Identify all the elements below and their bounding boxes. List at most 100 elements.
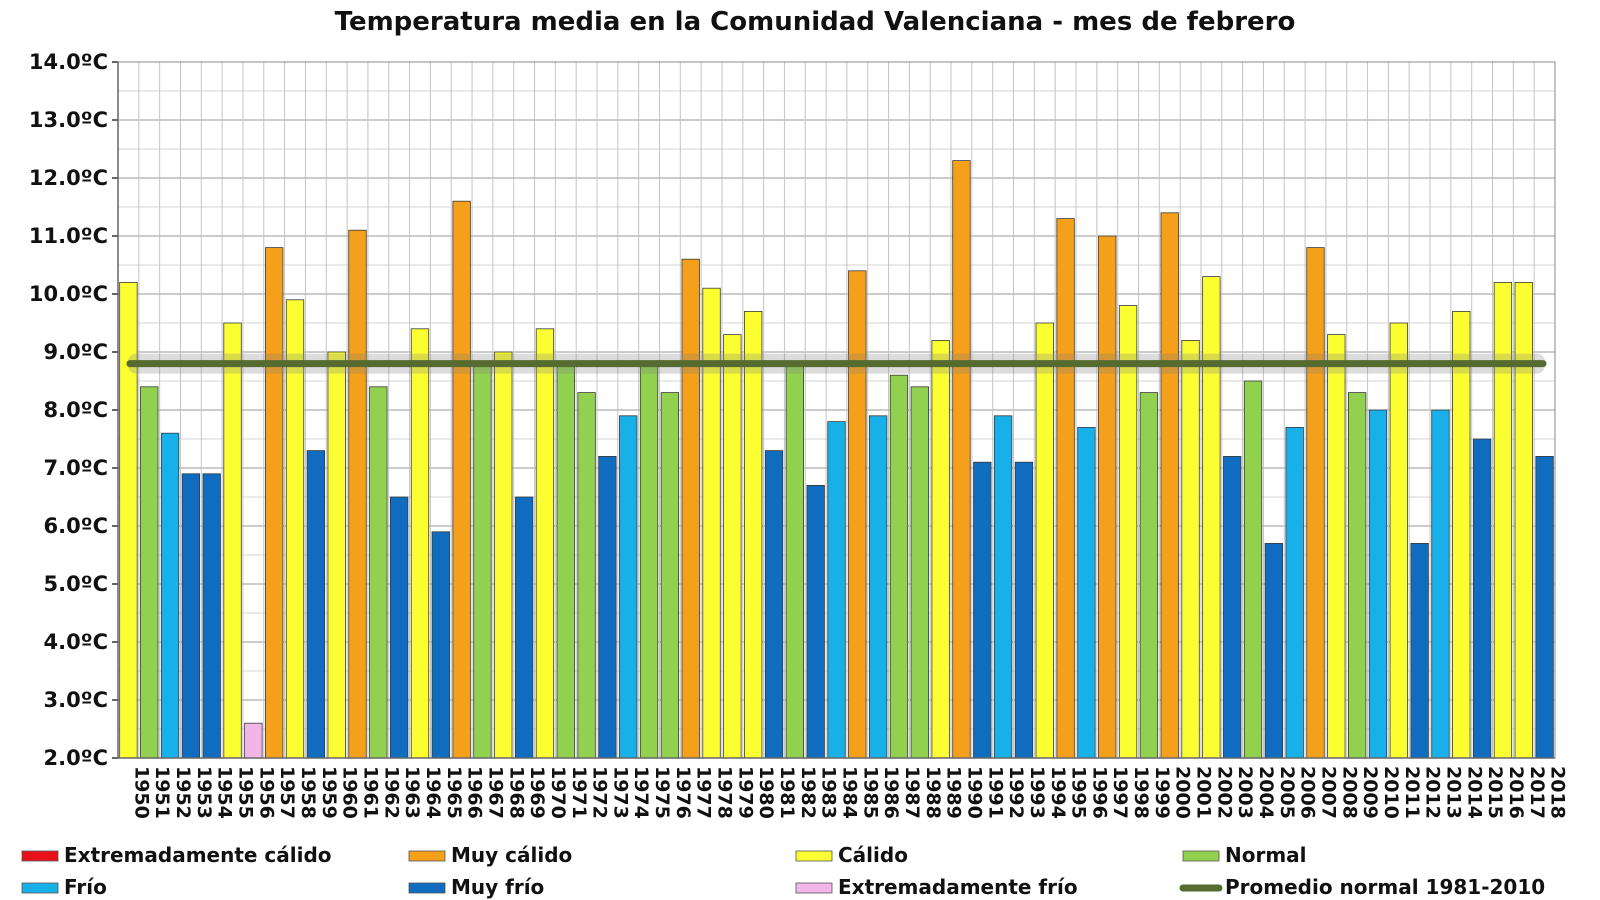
bar-1985 bbox=[848, 270, 867, 759]
bar-1975 bbox=[639, 363, 659, 759]
bar-1964 bbox=[410, 328, 430, 759]
bar-1990 bbox=[952, 160, 971, 759]
x-tick-label-2004: 2004 bbox=[1255, 766, 1277, 819]
x-tick-label-1982: 1982 bbox=[797, 766, 819, 819]
x-tick-label-1963: 1963 bbox=[401, 766, 423, 819]
bar-1983 bbox=[806, 484, 825, 759]
bar-1987 bbox=[889, 374, 909, 759]
bar-1967 bbox=[473, 363, 492, 759]
x-tick-label-1998: 1998 bbox=[1130, 766, 1152, 819]
x-tick-label-2003: 2003 bbox=[1234, 766, 1256, 819]
x-tick-label-1957: 1957 bbox=[276, 766, 298, 819]
x-tick-label-2002: 2002 bbox=[1213, 766, 1235, 819]
bar-1989 bbox=[931, 339, 950, 759]
x-tick-label-1991: 1991 bbox=[984, 766, 1006, 819]
y-tick-label: 14.0ºC bbox=[29, 50, 108, 74]
x-tick-label-1961: 1961 bbox=[360, 766, 382, 819]
x-tick-label-1989: 1989 bbox=[943, 766, 965, 819]
legend-label: Cálido bbox=[838, 843, 908, 867]
legend-swatch bbox=[21, 882, 59, 894]
x-tick-label-1978: 1978 bbox=[714, 766, 736, 819]
x-tick-label-1984: 1984 bbox=[839, 766, 861, 819]
legend-item: Muy frío bbox=[408, 875, 544, 899]
x-tick-label-1974: 1974 bbox=[630, 766, 652, 819]
x-tick-label-1975: 1975 bbox=[651, 766, 673, 819]
bar-2001 bbox=[1181, 339, 1200, 759]
x-tick-label-2009: 2009 bbox=[1359, 766, 1381, 819]
legend-label: Muy frío bbox=[451, 875, 544, 899]
x-tick-label-1962: 1962 bbox=[380, 766, 402, 819]
x-tick-label-1953: 1953 bbox=[193, 766, 215, 819]
bar-1955 bbox=[223, 322, 242, 759]
legend-item: Promedio normal 1981-2010 bbox=[1179, 875, 1545, 899]
x-tick-label-1959: 1959 bbox=[318, 766, 340, 819]
x-tick-label-1968: 1968 bbox=[505, 766, 527, 819]
bar-1970 bbox=[535, 328, 555, 759]
bar-1966 bbox=[452, 200, 471, 759]
y-tick-label: 13.0ºC bbox=[29, 108, 108, 132]
chart-title: Temperatura media en la Comunidad Valenc… bbox=[335, 7, 1296, 37]
bar-1988 bbox=[910, 386, 929, 759]
x-tick-label-2010: 2010 bbox=[1380, 766, 1402, 819]
bar-2004 bbox=[1243, 380, 1263, 759]
x-tick-label-1983: 1983 bbox=[818, 766, 840, 819]
bar-1976 bbox=[660, 392, 680, 759]
bar-2008 bbox=[1327, 334, 1346, 759]
bar-1977 bbox=[681, 258, 700, 759]
bar-1992 bbox=[993, 415, 1013, 759]
bar-1965 bbox=[431, 531, 450, 759]
y-tick-label: 4.0ºC bbox=[44, 630, 108, 654]
x-tick-label-1999: 1999 bbox=[1151, 766, 1173, 819]
legend-label: Extremadamente cálido bbox=[64, 843, 332, 867]
x-tick-label-1950: 1950 bbox=[130, 766, 152, 819]
bar-2011 bbox=[1389, 322, 1408, 759]
legend-item: Cálido bbox=[795, 843, 908, 867]
bar-2009 bbox=[1348, 392, 1367, 759]
x-tick-label-1996: 1996 bbox=[1088, 766, 1110, 819]
x-tick-label-1987: 1987 bbox=[901, 766, 923, 819]
x-tick-label-2005: 2005 bbox=[1276, 766, 1298, 819]
bar-1999 bbox=[1139, 392, 1159, 759]
x-tick-label-1958: 1958 bbox=[297, 766, 319, 819]
bar-2015 bbox=[1472, 438, 1492, 759]
bar-2010 bbox=[1368, 409, 1388, 759]
reference-line-layer bbox=[126, 353, 1547, 374]
bar-1997 bbox=[1098, 235, 1117, 759]
legend-label: Normal bbox=[1225, 843, 1307, 867]
bar-1984 bbox=[827, 421, 846, 759]
bar-1963 bbox=[390, 496, 409, 759]
bar-2006 bbox=[1285, 426, 1304, 759]
x-tick-label-1952: 1952 bbox=[172, 766, 194, 819]
legend-item: Extremadamente cálido bbox=[21, 843, 332, 867]
legend: Extremadamente cálido Muy cálido Cálido Nor… bbox=[21, 843, 1545, 899]
legend-swatch bbox=[408, 850, 446, 862]
x-tick-label-1951: 1951 bbox=[151, 766, 173, 819]
bar-1969 bbox=[514, 496, 534, 759]
x-tick-label-1997: 1997 bbox=[1109, 766, 1131, 819]
x-tick-label-2006: 2006 bbox=[1297, 766, 1319, 819]
legend-label: Extremadamente frío bbox=[838, 875, 1078, 899]
x-tick-label-1955: 1955 bbox=[235, 766, 257, 819]
x-tick-label-2014: 2014 bbox=[1463, 766, 1485, 819]
bar-2012 bbox=[1410, 543, 1429, 759]
legend-swatch bbox=[795, 882, 833, 894]
x-tick-label-1981: 1981 bbox=[776, 766, 798, 819]
bar-1991 bbox=[973, 461, 992, 759]
x-tick-label-1969: 1969 bbox=[526, 766, 548, 819]
x-tick-label-1976: 1976 bbox=[672, 766, 694, 819]
bar-1996 bbox=[1077, 426, 1096, 759]
x-tick-label-2007: 2007 bbox=[1318, 766, 1340, 819]
x-tick-label-2012: 2012 bbox=[1422, 766, 1444, 819]
x-tick-label-2011: 2011 bbox=[1401, 766, 1423, 819]
legend-swatch bbox=[21, 850, 59, 862]
x-tick-label-1990: 1990 bbox=[963, 766, 985, 819]
x-tick-label-1995: 1995 bbox=[1068, 766, 1090, 819]
bar-1980 bbox=[744, 310, 763, 759]
bar-1982 bbox=[785, 363, 804, 759]
x-tick-labels: 1950195119521953195419551956195719581959… bbox=[130, 766, 1568, 819]
bar-1956 bbox=[244, 722, 263, 759]
bar-2003 bbox=[1223, 455, 1242, 759]
y-tick-label: 12.0ºC bbox=[29, 166, 108, 190]
y-tick-label: 7.0ºC bbox=[44, 456, 108, 480]
